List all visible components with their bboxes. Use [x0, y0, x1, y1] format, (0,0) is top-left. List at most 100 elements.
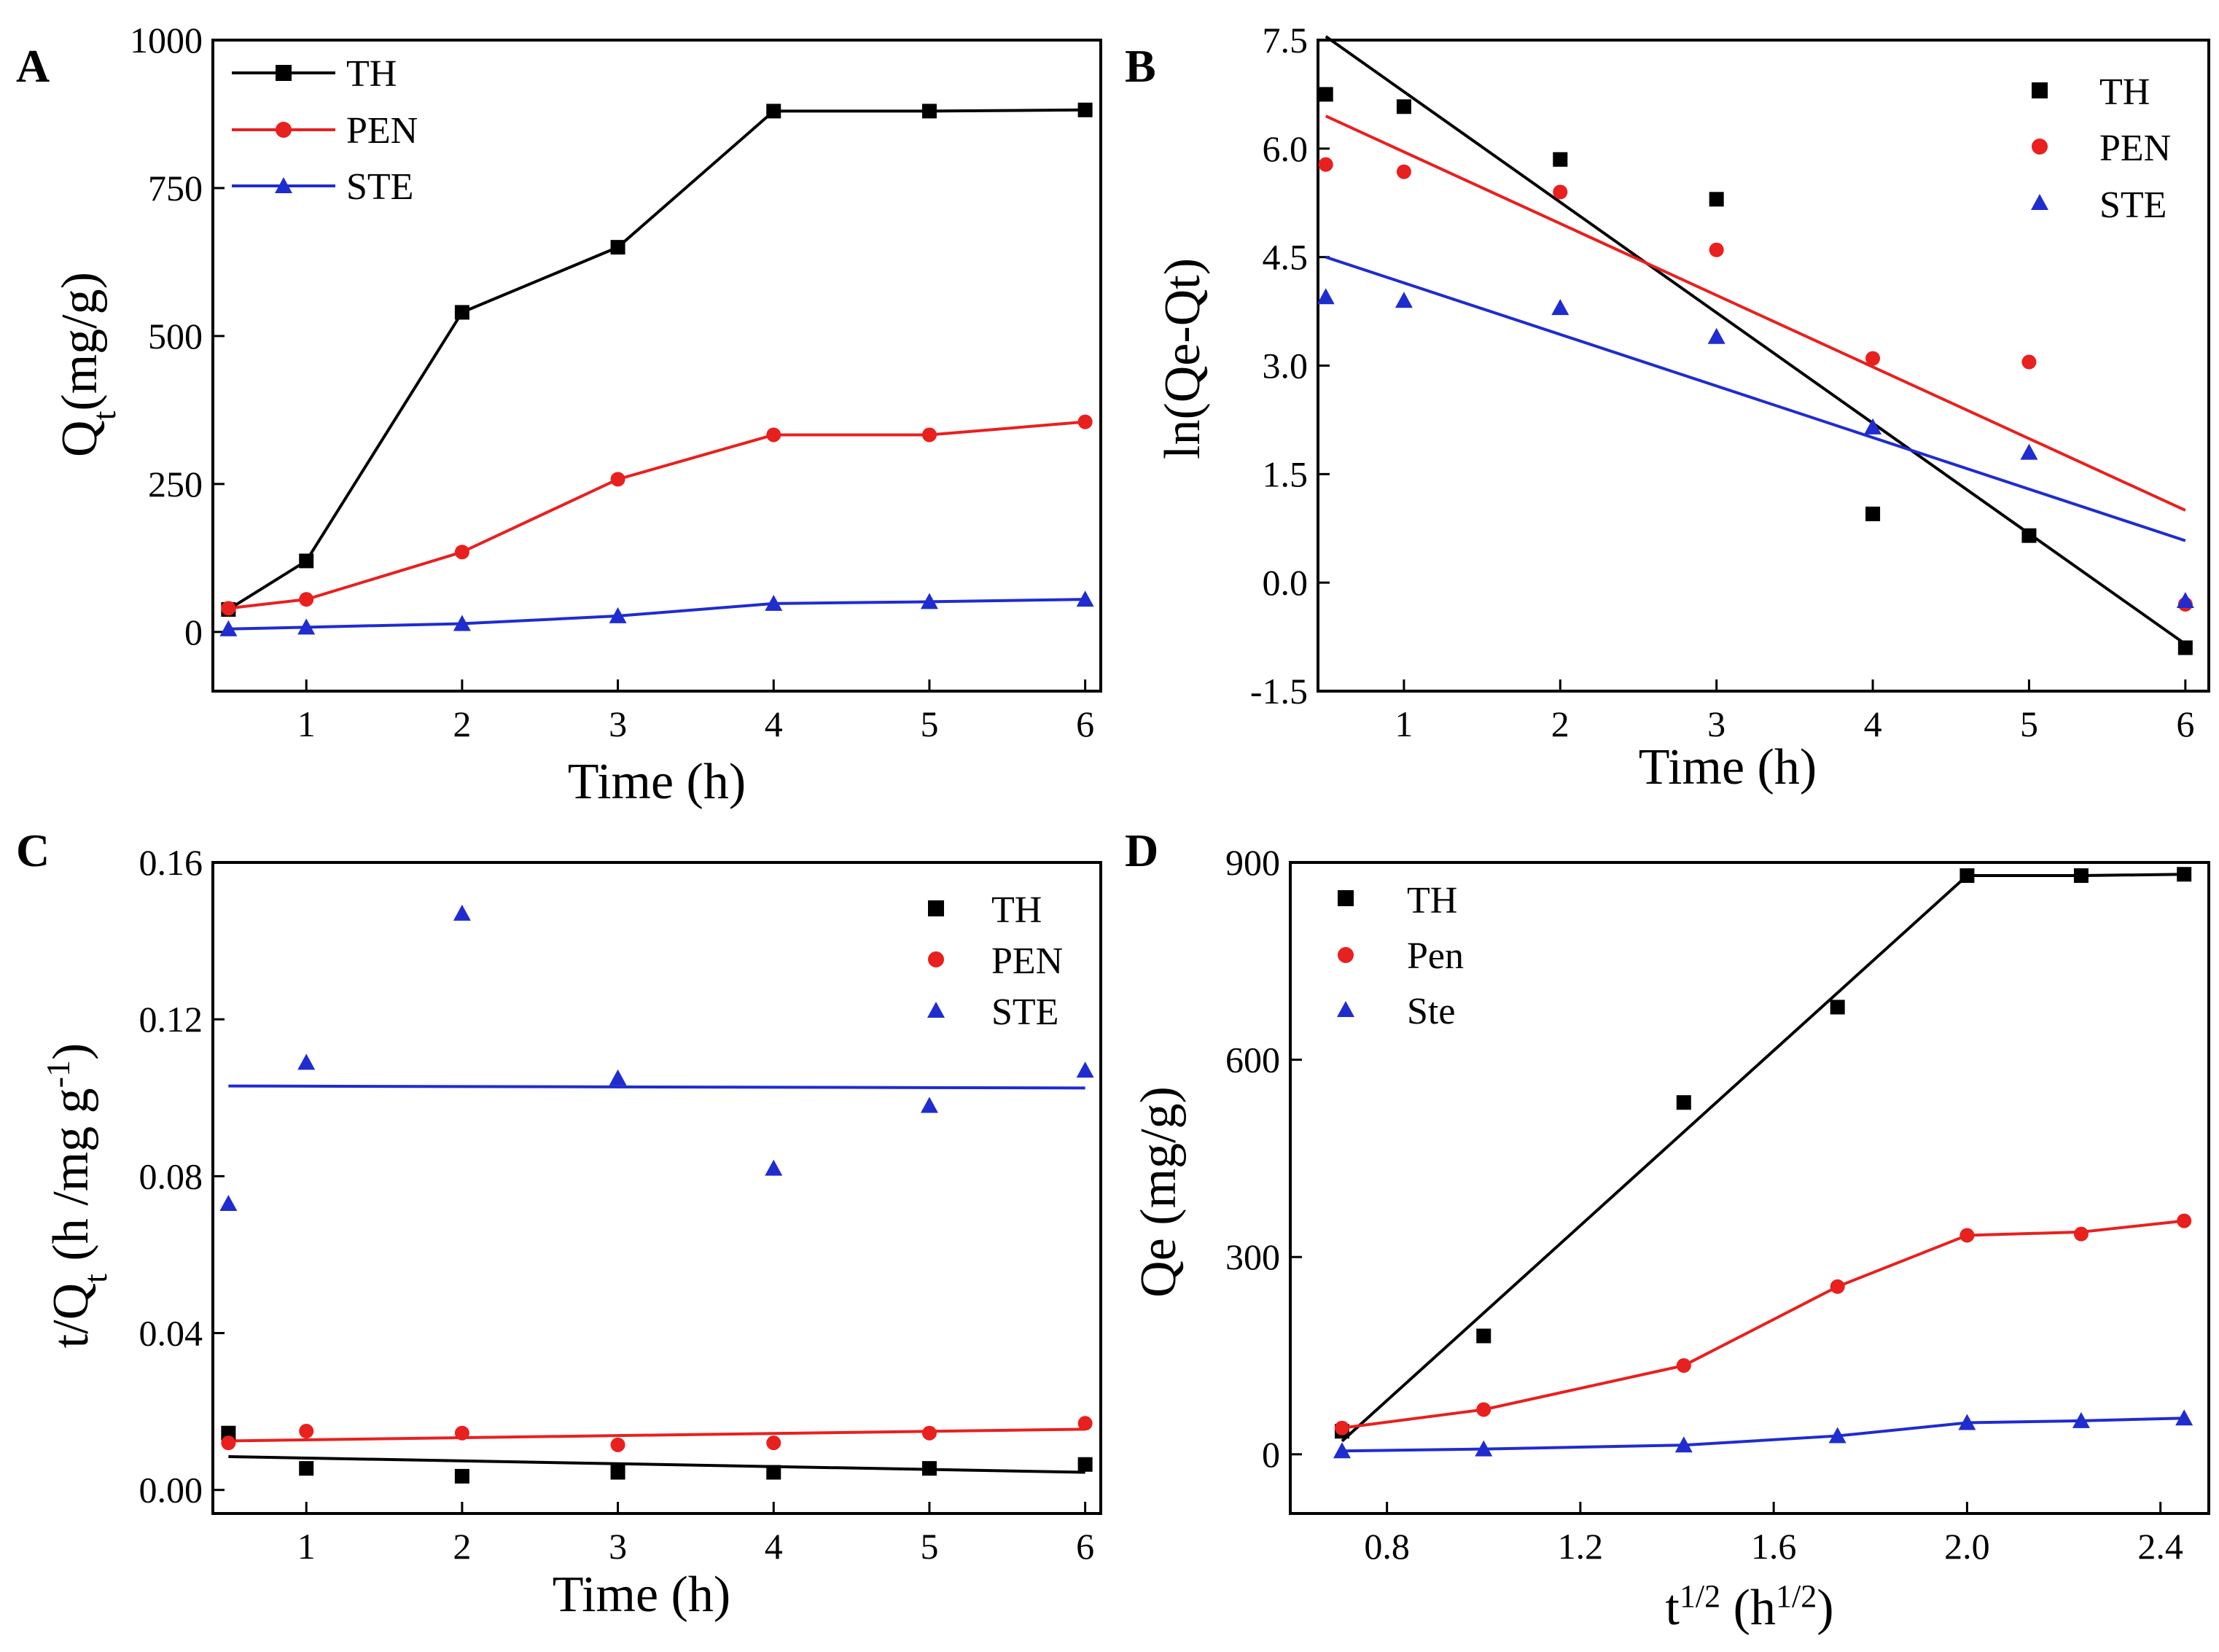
panel-b-y-tick-label: 1.5 — [1263, 453, 1309, 494]
series-ste-point — [1864, 418, 1882, 435]
series-pen-line — [228, 420, 1085, 610]
panel-a-plot-frame — [211, 39, 1102, 693]
series-ste-point — [2072, 1411, 2090, 1428]
legend-label-pen: PEN — [2099, 128, 2171, 169]
series-th-fit-line — [228, 1454, 1085, 1474]
panel-b-y-tick-label: 6.0 — [1263, 128, 1309, 169]
series-ste-point — [1551, 299, 1569, 316]
panel-d-plot-area — [1333, 867, 2193, 1459]
series-th-point — [1476, 1328, 1491, 1344]
series-th-fit-line — [1325, 35, 2186, 646]
series-th-line — [1341, 873, 2185, 1443]
series-ste-point — [920, 593, 938, 609]
legend-label-th: TH — [346, 53, 397, 95]
legend-entry-ste: STE — [2031, 184, 2167, 226]
series-pen-point — [610, 472, 625, 487]
panel-b-x-tick-label: 4 — [1864, 704, 1882, 744]
panel-b-letter: B — [1125, 40, 1156, 92]
panel-d-y-tick-label: 0 — [1262, 1434, 1280, 1475]
panel-d-legend: TH Pen Ste — [1337, 880, 1464, 1032]
series-ste-point — [765, 1159, 783, 1176]
panel-a-x-tick-label: 4 — [765, 704, 783, 744]
panel-d-x-axis-title: t1/2 (h1/2) — [1665, 1578, 1833, 1637]
legend-label-ste: STE — [991, 991, 1058, 1033]
panel-a-y-ticks: 0 250 500 750 1000 — [130, 20, 225, 652]
series-th-point — [2177, 867, 2192, 882]
series-ste-point — [297, 618, 316, 635]
panel-b-y-axis-title: ln(Qe-Qt) — [1155, 258, 1211, 459]
panel-a-x-tick-label: 3 — [609, 704, 627, 744]
panel-c-y-tick-label: 0.08 — [139, 1156, 203, 1196]
series-th-point — [2021, 528, 2037, 543]
legend-label-ste: Ste — [1407, 991, 1455, 1032]
legend-entry-pen: Pen — [1338, 935, 1464, 977]
series-pen-fit-line — [228, 1427, 1085, 1443]
series-pen-point — [299, 1424, 314, 1439]
legend-label-pen: Pen — [1407, 935, 1464, 977]
panel-c: C 1 2 3 4 5 6 0.00 0.04 0.08 0.12 0.16 TH PEN STE… — [16, 825, 1102, 1623]
panel-c-x-tick-label: 1 — [297, 1526, 316, 1567]
panel-c-x-tick-label: 4 — [765, 1526, 783, 1567]
panel-b-plot-frame — [1317, 39, 2210, 693]
panel-d-x-tick-label: 2.4 — [2137, 1526, 2183, 1567]
panel-b-x-tick-label: 6 — [2176, 704, 2194, 744]
panel-b-x-tick-label: 1 — [1395, 704, 1413, 744]
panel-c-y-tick-label: 0.12 — [139, 999, 203, 1040]
legend-entry-pen: PEN — [2032, 128, 2171, 169]
series-th-point — [1077, 1457, 1093, 1472]
series-th-point — [1676, 1095, 1691, 1110]
series-pen-point — [2021, 354, 2037, 370]
legend-entry-pen: PEN — [928, 940, 1063, 982]
series-pen-fit-line — [1325, 114, 2186, 512]
series-ste-point — [920, 1096, 938, 1113]
legend-entry-th: TH — [2032, 71, 2150, 113]
legend-entry-pen: PEN — [232, 110, 418, 152]
series-ste-point — [453, 904, 471, 921]
series-ste-line — [228, 598, 1085, 631]
series-th-point — [766, 1465, 781, 1480]
series-ste-point — [2020, 443, 2038, 460]
series-th-point — [766, 104, 781, 119]
panel-a-y-tick-label: 1000 — [130, 20, 203, 61]
legend-label-pen: PEN — [346, 110, 418, 152]
legend-label-ste: STE — [2099, 184, 2167, 226]
legend-entry-ste: STE — [232, 166, 413, 208]
panel-c-y-tick-label: 0.16 — [139, 842, 203, 883]
series-th-point — [1553, 152, 1568, 167]
panel-d-y-axis-title: Qe (mg/g) — [1131, 1086, 1187, 1298]
series-pen-point — [1676, 1358, 1691, 1374]
series-ste-point — [1317, 288, 1335, 305]
panel-b-y-ticks: -1.5 0.0 1.5 3.0 4.5 6.0 7.5 — [1250, 20, 1330, 712]
panel-b-y-tick-label: 0.0 — [1263, 562, 1309, 603]
panel-b-x-ticks: 1 2 3 4 5 6 — [1395, 679, 2194, 744]
series-ste-point — [219, 620, 238, 636]
panel-c-legend: TH PEN STE — [927, 889, 1063, 1033]
panel-d-plot-frame — [1289, 861, 2210, 1515]
panel-a-plot-area — [219, 102, 1094, 636]
panel-a-x-ticks: 1 2 3 4 5 6 — [297, 679, 1094, 744]
series-pen-point — [610, 1437, 625, 1452]
panel-a-x-tick-label: 6 — [1076, 704, 1094, 744]
panel-a-x-tick-label: 1 — [297, 704, 316, 744]
series-pen-point — [921, 427, 937, 443]
panel-c-plot-frame — [211, 861, 1102, 1515]
panel-d-x-tick-label: 2.0 — [1944, 1526, 1990, 1567]
panel-d-letter: D — [1125, 825, 1158, 876]
panel-c-y-axis-title: t/Qt (h /mg g-1) — [39, 1043, 114, 1349]
series-th-point — [610, 1465, 625, 1480]
series-ste-point — [609, 1069, 627, 1086]
series-pen-point — [221, 1435, 236, 1451]
series-ste-point — [1333, 1442, 1351, 1459]
panel-d-y-ticks: 0 300 600 900 — [1225, 842, 1302, 1475]
panel-a-y-axis-title: Qt(mg/g) — [52, 272, 122, 457]
series-ste-point — [1828, 1427, 1846, 1443]
series-th-point — [1830, 1000, 1845, 1015]
panel-c-y-tick-label: 0.00 — [139, 1470, 203, 1511]
series-pen-point — [1334, 1420, 1349, 1435]
panel-b-y-tick-label: -1.5 — [1250, 671, 1308, 712]
panel-a-y-tick-label: 250 — [148, 464, 203, 504]
series-pen-point — [1830, 1279, 1845, 1294]
series-pen-point — [1553, 184, 1568, 200]
